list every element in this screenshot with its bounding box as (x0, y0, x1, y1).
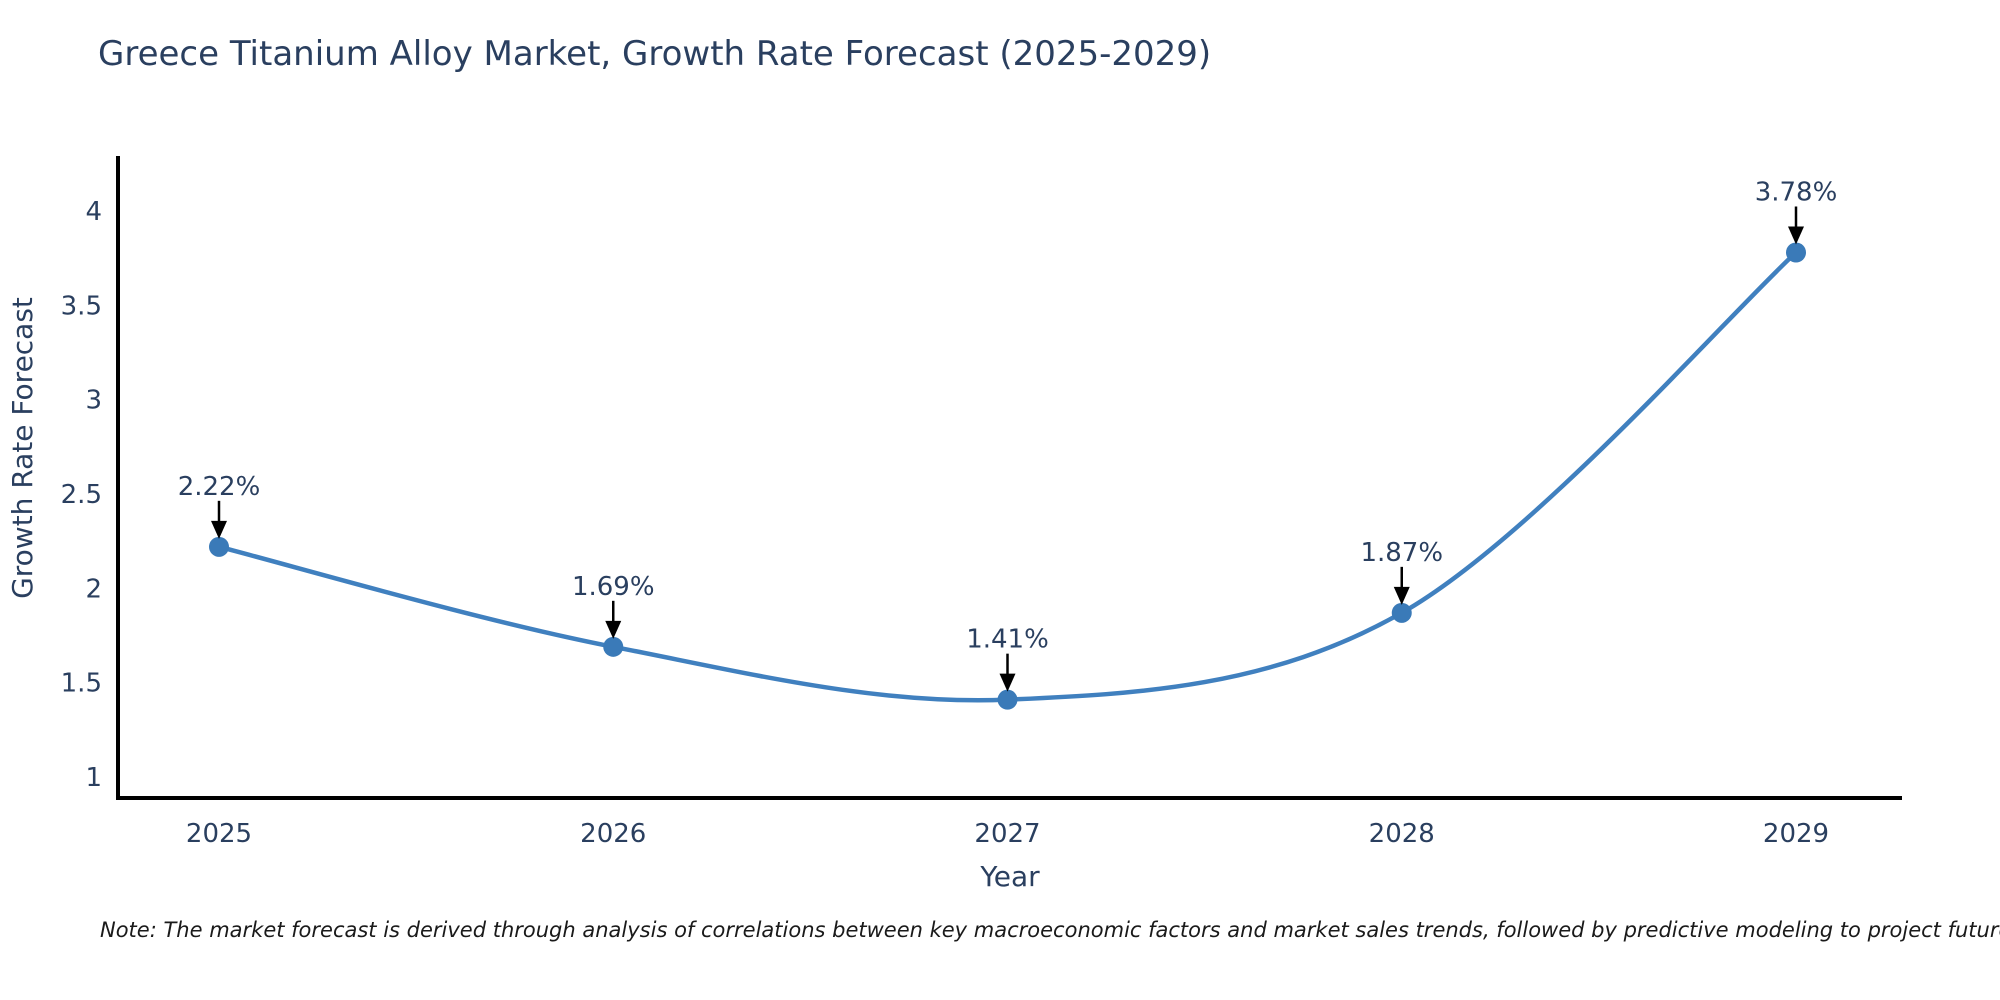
x-tick-label: 2026 (580, 819, 646, 849)
x-tick-label: 2027 (974, 819, 1040, 849)
y-tick-label: 1.5 (61, 669, 102, 699)
annotation-arrowhead-icon (1393, 586, 1410, 605)
data-point-marker[interactable] (209, 536, 229, 557)
data-point-marker[interactable] (603, 636, 624, 657)
annotation-arrowhead-icon (1788, 226, 1804, 245)
y-tick-label: 2.5 (61, 480, 102, 510)
y-tick-label: 4 (85, 197, 102, 227)
x-tick-label: 2029 (1763, 819, 1829, 849)
footnote: Note: The market forecast is derived thr… (100, 918, 2000, 942)
data-point-label: 1.87% (1360, 538, 1443, 568)
x-tick-label: 2025 (186, 819, 252, 849)
data-point-marker[interactable] (997, 689, 1018, 710)
y-tick-label: 1 (85, 763, 102, 793)
y-tick-label: 3.5 (61, 291, 102, 321)
chart-title: Greece Titanium Alloy Market, Growth Rat… (98, 34, 1212, 74)
y-tick-label: 2 (85, 574, 102, 604)
x-axis-title: Year (979, 860, 1040, 893)
axis-lines (116, 156, 1902, 800)
y-tick-label: 3 (85, 386, 102, 416)
data-point-label: 1.69% (572, 572, 655, 602)
x-tick-label: 2028 (1369, 819, 1435, 849)
y-axis-title: Growth Rate Forecast (6, 297, 39, 599)
annotation-arrowhead-icon (211, 520, 227, 539)
data-point-label: 1.41% (966, 625, 1049, 655)
data-point-marker[interactable] (1391, 602, 1412, 623)
annotation-arrowhead-icon (999, 673, 1016, 692)
data-point-marker[interactable] (1786, 242, 1806, 263)
annotation-arrowhead-icon (605, 620, 622, 639)
data-point-label: 3.78% (1755, 178, 1838, 208)
data-point-label: 2.22% (178, 472, 261, 502)
